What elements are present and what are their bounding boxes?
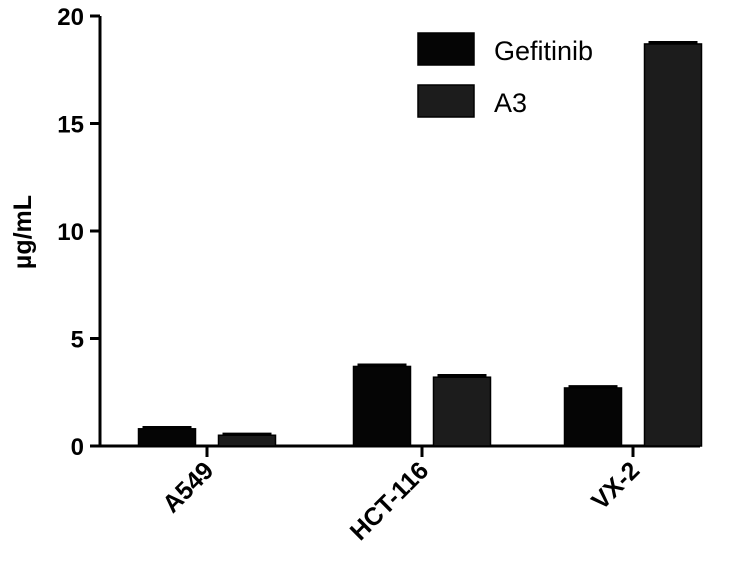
y-axis-title: µg/mL	[9, 195, 37, 269]
axes: 0 5 10 15 20 A549 HCT-116 VX-2	[57, 4, 700, 546]
bar-a3-vx-2	[643, 43, 703, 447]
y-tick-label: 20	[57, 4, 84, 31]
bars	[137, 40, 703, 447]
legend-swatch	[417, 32, 475, 66]
x-tick-label: A549	[157, 456, 219, 518]
y-tick-label: 10	[57, 219, 84, 246]
bar-gefitinib-hct-116	[352, 365, 412, 447]
legend-label: Gefitinib	[494, 36, 593, 66]
legend: Gefitinib A3	[417, 32, 593, 118]
legend-swatch	[417, 84, 475, 118]
bar-a3-hct-116	[432, 376, 492, 447]
bar-gefitinib-a549	[137, 428, 197, 447]
legend-label: A3	[494, 88, 527, 118]
x-tick-label: VX-2	[586, 456, 645, 515]
x-tick-label: HCT-116	[345, 456, 435, 546]
y-tick-label: 15	[57, 112, 84, 139]
y-tick-label: 5	[71, 327, 84, 354]
bar-a3-a549	[217, 434, 277, 447]
y-tick-label: 0	[71, 434, 84, 461]
bar-gefitinib-vx-2	[563, 387, 623, 447]
